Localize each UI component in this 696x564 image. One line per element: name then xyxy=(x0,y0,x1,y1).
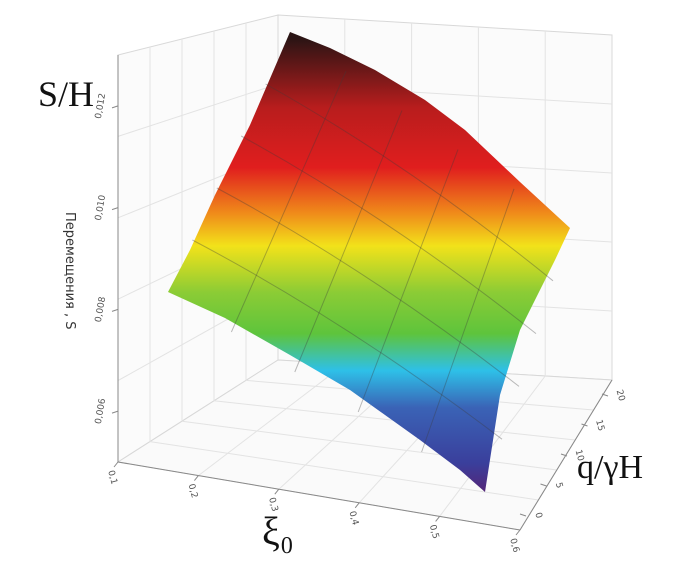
x-tick-mark xyxy=(194,475,199,481)
y-tick-label: 5 xyxy=(553,481,564,489)
y-tick-label: 15 xyxy=(593,419,606,433)
floor-grid-line xyxy=(198,363,346,476)
mesh-line xyxy=(192,239,503,440)
surface-patch xyxy=(168,32,570,492)
z-tick-mark xyxy=(111,105,119,109)
mesh-line xyxy=(357,149,459,413)
mesh-line xyxy=(265,83,554,282)
z-tick-label: 0,012 xyxy=(94,92,108,119)
z-axis-title: Перемещения , S xyxy=(62,212,77,330)
mesh-line xyxy=(216,187,520,387)
axis-frame xyxy=(117,55,613,531)
z-axis-ticks: 0,006 0,008 0,010 0,012 xyxy=(94,92,119,425)
surface xyxy=(168,32,570,492)
mesh-line xyxy=(240,135,537,334)
y-tick-label: 10 xyxy=(573,449,586,463)
floor-grid-line xyxy=(181,420,557,471)
x-axis-title: ξ₀ xyxy=(262,509,294,554)
x-tick-label: 0,6 xyxy=(507,537,520,554)
y-tick-label: 20 xyxy=(614,389,627,403)
y-tick-mark xyxy=(540,483,547,487)
z-tick-label: 0,006 xyxy=(94,397,108,424)
x-tick-label: 0,4 xyxy=(346,510,359,527)
y-tick-mark xyxy=(601,393,609,397)
x-axis-ticks: 0,1 0,2 0,3 0,4 0,5 0,6 xyxy=(105,461,521,554)
x-tick-label: 0,2 xyxy=(186,483,199,499)
y-axis-ticks: 0 5 10 15 20 xyxy=(519,389,627,520)
x-tick-mark xyxy=(515,529,521,536)
z-axis-title-large: S/H xyxy=(38,74,94,114)
floor-grid-line xyxy=(439,375,546,517)
z-tick-label: 0,008 xyxy=(94,296,108,323)
z-tick-mark xyxy=(111,308,119,312)
x-tick-label: 0,3 xyxy=(266,496,279,512)
z-tick-label: 0,010 xyxy=(94,194,108,221)
surface-mesh xyxy=(192,70,554,453)
y-tick-mark xyxy=(581,423,588,427)
y-tick-label: 0 xyxy=(532,511,543,519)
x-tick-mark xyxy=(435,516,440,522)
mesh-line xyxy=(421,188,515,453)
y-axis-title: q/γH xyxy=(577,449,643,486)
y-tick-mark xyxy=(560,453,568,457)
x-tick-mark xyxy=(113,461,119,468)
wall-grid-line xyxy=(117,83,279,137)
x-tick-label: 0,5 xyxy=(427,524,440,540)
x-tick-mark xyxy=(274,488,280,495)
floor-grid-line xyxy=(149,441,539,501)
z-tick-mark xyxy=(111,207,119,211)
mesh-line xyxy=(294,110,403,373)
x-tick-label: 0,1 xyxy=(105,469,118,485)
y-tick-mark xyxy=(519,513,527,517)
mesh-line xyxy=(230,70,347,333)
x-tick-mark xyxy=(354,502,360,509)
z-tick-mark xyxy=(111,410,119,414)
